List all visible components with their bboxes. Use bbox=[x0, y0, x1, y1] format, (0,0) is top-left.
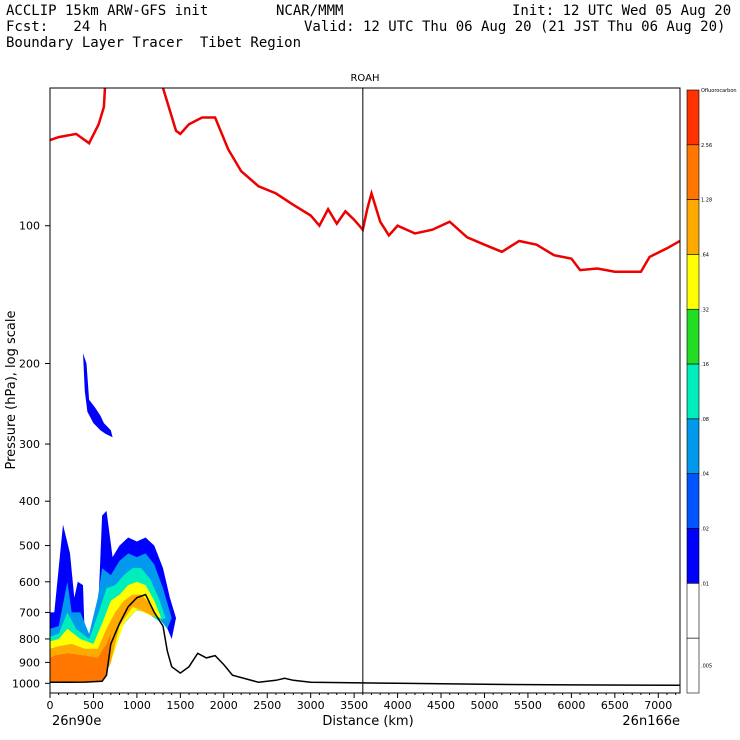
start-point-label: 26n90e bbox=[52, 714, 101, 729]
x-tick-label: 1500 bbox=[166, 699, 194, 712]
x-tick-label: 1000 bbox=[123, 699, 151, 712]
x-tick-label: 7000 bbox=[644, 699, 672, 712]
terrain-line bbox=[50, 593, 680, 687]
x-tick-label: 5500 bbox=[514, 699, 542, 712]
tracer-fill-layer bbox=[50, 353, 176, 683]
colorbar-swatch bbox=[686, 418, 700, 475]
valid-label: Valid: 12 UTC Thu 06 Aug 20 (21 JST Thu … bbox=[304, 19, 726, 35]
tracer-band-1 bbox=[83, 353, 113, 438]
plot-frame bbox=[49, 87, 681, 694]
y-tick-label: 600 bbox=[19, 576, 40, 589]
x-tick-label: 6500 bbox=[601, 699, 629, 712]
fcst-label: Fcst: 24 h bbox=[6, 19, 108, 35]
tracer-band-6 bbox=[50, 633, 111, 683]
y-axis-label: Pressure (hPa), log scale bbox=[4, 311, 19, 470]
x-tick-label: 4500 bbox=[427, 699, 455, 712]
colorbar-swatch bbox=[686, 583, 700, 639]
colorbar-swatch bbox=[686, 89, 700, 146]
colorbar-label: .08 bbox=[701, 417, 709, 423]
tropopause-line bbox=[50, 88, 680, 273]
colorbar-label: .01 bbox=[701, 581, 709, 587]
x-tick-label: 3500 bbox=[340, 699, 368, 712]
line-layer bbox=[50, 88, 680, 687]
y-tick-label: 700 bbox=[19, 606, 40, 619]
x-tick-label: 500 bbox=[83, 699, 104, 712]
colorbar-swatch bbox=[686, 363, 700, 420]
colorbar-label: .005 bbox=[701, 664, 712, 670]
y-tick-label: 100 bbox=[19, 220, 40, 233]
model-label: ACCLIP 15km ARW-GFS init bbox=[6, 3, 209, 19]
x-axis-label: Distance (km) bbox=[322, 714, 413, 729]
x-tick-label: 3000 bbox=[297, 699, 325, 712]
org-label: NCAR/MMM bbox=[276, 3, 344, 19]
colorbar-swatch bbox=[686, 254, 700, 310]
x-tick-label: 6000 bbox=[557, 699, 585, 712]
panel-title: ROAH bbox=[350, 73, 379, 84]
y-axis: 100 200 300 400 500 600 700 800 900 1000 bbox=[12, 220, 50, 690]
colorbar-label: .02 bbox=[701, 527, 709, 533]
colorbar-swatch bbox=[686, 308, 700, 365]
y-tick-label: 500 bbox=[19, 540, 40, 553]
colorbar-swatch bbox=[686, 528, 700, 584]
colorbar-label: .04 bbox=[701, 472, 709, 478]
x-tick-label: 2000 bbox=[210, 699, 238, 712]
colorbar-swatch bbox=[686, 637, 700, 694]
y-tick-label: 1000 bbox=[12, 677, 40, 690]
y-tick-label: 200 bbox=[19, 357, 40, 370]
colorbar-label: .64 bbox=[701, 252, 709, 258]
colorbar-swatch bbox=[686, 199, 700, 255]
colorbar-label: 1.28 bbox=[701, 198, 712, 204]
x-tick-label: 4000 bbox=[384, 699, 412, 712]
x-tick-label: 2500 bbox=[253, 699, 281, 712]
colorbar-swatch bbox=[686, 144, 700, 200]
colorbar-label: Ofluorocarbon bbox=[701, 88, 737, 94]
y-tick-label: 900 bbox=[19, 656, 40, 669]
colorbar-label: .16 bbox=[701, 362, 709, 368]
x-tick-label: 5000 bbox=[470, 699, 498, 712]
x-tick-label: 0 bbox=[47, 699, 54, 712]
init-label: Init: 12 UTC Wed 05 Aug 20 bbox=[512, 3, 732, 19]
x-axis: 0 500 1000 1500 2000 2500 3000 3500 4000 4500 5000… bbox=[47, 693, 677, 712]
y-tick-label: 800 bbox=[19, 633, 40, 646]
y-tick-label: 400 bbox=[19, 495, 40, 508]
subtitle-label: Boundary Layer Tracer Tibet Region bbox=[6, 35, 302, 51]
colorbar-swatch bbox=[686, 473, 700, 529]
y-tick-label: 300 bbox=[19, 438, 40, 451]
colorbar-label: 2.56 bbox=[701, 143, 712, 149]
colorbar-label: .32 bbox=[701, 307, 709, 313]
end-point-label: 26n166e bbox=[622, 714, 680, 729]
colorbar: Ofluorocarbon 2.56 1.28 .64 .32 .16 .08 .04 .02.… bbox=[686, 88, 737, 694]
